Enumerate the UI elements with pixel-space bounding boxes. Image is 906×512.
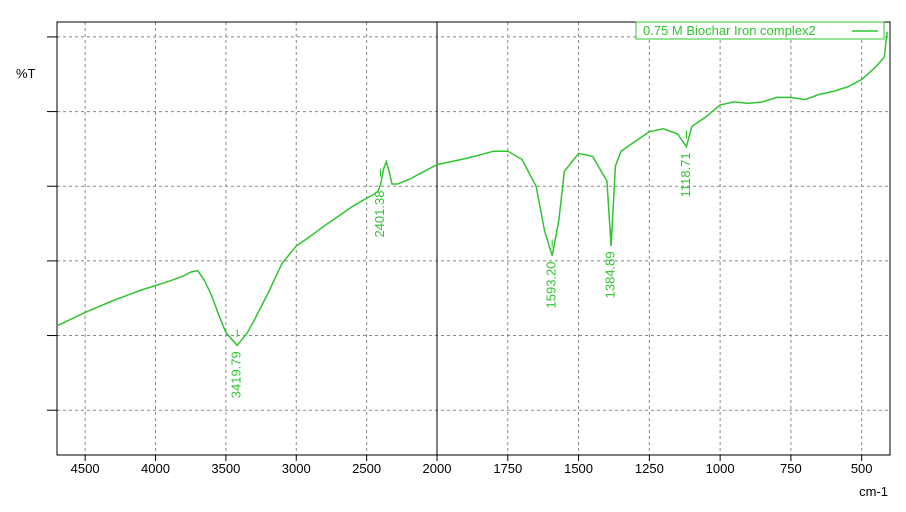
peak-label: 3419.79 [229, 351, 244, 398]
peak-label: 1384.89 [603, 251, 618, 298]
peak-label: 2401.38 [372, 191, 387, 238]
x-tick-label: 4500 [71, 461, 100, 476]
x-tick-label: 1250 [635, 461, 664, 476]
x-tick-label: 1750 [493, 461, 522, 476]
legend-box [635, 21, 885, 40]
plot-frame [56, 21, 891, 456]
x-tick-label: 2500 [352, 461, 381, 476]
peak-label: 1118.71 [678, 152, 693, 197]
x-tick-label: 1000 [706, 461, 735, 476]
x-axis-label: cm-1 [859, 484, 888, 499]
x-tick-label: 3500 [211, 461, 240, 476]
x-tick-label: 1500 [564, 461, 593, 476]
x-tick-label: 750 [780, 461, 802, 476]
x-tick-label: 2000 [423, 461, 452, 476]
x-tick-label: 4000 [141, 461, 170, 476]
x-tick-label: 500 [851, 461, 873, 476]
y-axis-label: %T [16, 66, 36, 81]
spectrum-line [56, 31, 888, 347]
peak-label: 1593.20 [544, 261, 559, 308]
legend-label: 0.75 M Biochar Iron complex2 [643, 23, 816, 38]
x-tick-label: 3000 [282, 461, 311, 476]
